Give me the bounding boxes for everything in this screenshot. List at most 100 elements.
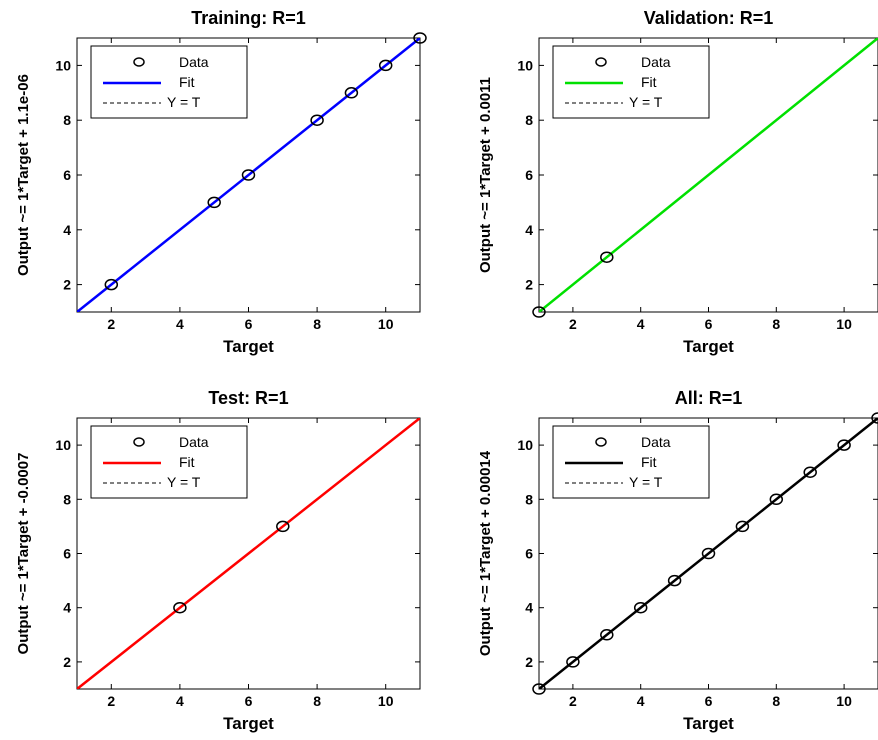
y-axis-label: Output ~= 1*Target + 1.1e-06: [15, 74, 32, 276]
legend: Data Fit Y = T: [552, 45, 710, 119]
y-tick-label: 8: [525, 112, 533, 128]
x-tick-label: 10: [378, 693, 394, 709]
x-tick-label: 10: [378, 316, 394, 332]
y-tick-label: 2: [63, 654, 71, 670]
legend-marker-data: [133, 437, 145, 447]
y-tick-label: 2: [525, 654, 533, 670]
legend-label-data: Data: [179, 54, 209, 70]
x-tick-label: 4: [637, 693, 645, 709]
data-point: [667, 574, 682, 587]
y-tick-label: 6: [63, 167, 71, 183]
legend-label-data: Data: [641, 434, 671, 450]
legend-marker-data: [595, 57, 607, 67]
legend-label-identity: Y = T: [629, 474, 663, 490]
data-point: [378, 59, 393, 72]
legend-label-fit: Fit: [179, 74, 195, 90]
x-tick-label: 2: [569, 693, 577, 709]
y-tick-label: 8: [63, 491, 71, 507]
y-tick-label: 4: [63, 222, 71, 238]
data-point: [310, 114, 324, 126]
data-point: [735, 520, 750, 533]
chart-title: Validation: R=1: [644, 8, 774, 28]
x-tick-label: 4: [637, 316, 645, 332]
y-tick-label: 10: [517, 437, 533, 453]
x-tick-label: 6: [705, 693, 713, 709]
chart-title: Test: R=1: [208, 388, 288, 408]
y-axis-label: Output ~= 1*Target + 0.0011: [477, 77, 494, 273]
y-tick-label: 2: [525, 277, 533, 293]
x-tick-label: 8: [772, 693, 780, 709]
data-point: [633, 601, 648, 614]
x-tick-label: 8: [772, 316, 780, 332]
chart-title: All: R=1: [675, 388, 743, 408]
y-tick-label: 8: [63, 112, 71, 128]
y-tick-label: 6: [63, 546, 71, 562]
x-tick-label: 10: [836, 316, 852, 332]
x-tick-label: 2: [107, 693, 115, 709]
x-axis-label: Target: [683, 714, 734, 733]
data-point: [600, 629, 614, 641]
legend-label-identity: Y = T: [629, 94, 663, 110]
y-tick-label: 10: [517, 57, 533, 73]
chart-title: Training: R=1: [191, 8, 306, 28]
x-tick-label: 6: [245, 693, 253, 709]
data-point: [600, 251, 614, 263]
data-point: [241, 169, 256, 181]
data-point: [413, 32, 427, 44]
x-tick-label: 4: [176, 693, 184, 709]
y-tick-label: 4: [63, 600, 71, 616]
legend-label-identity: Y = T: [167, 94, 201, 110]
x-tick-label: 2: [107, 316, 115, 332]
data-point: [276, 520, 290, 533]
x-axis-label: Target: [223, 714, 274, 733]
y-tick-label: 4: [525, 600, 533, 616]
legend-label-data: Data: [641, 54, 671, 70]
x-tick-label: 8: [313, 693, 321, 709]
chart-panel-3: 2 4 6 8 10 2 4 6 8 10 Test: R=1 Target Output ~= 1*T…: [15, 388, 421, 733]
y-tick-label: 8: [525, 491, 533, 507]
fit-line: [539, 38, 878, 312]
data-point: [769, 493, 784, 506]
legend-label-fit: Fit: [641, 74, 657, 90]
x-axis-label: Target: [223, 337, 274, 356]
chart-panel-1: 2 4 6 8 10 2 4 6 8 10 Training: R=1 Target Output ~=…: [15, 8, 427, 356]
legend-label-identity: Y = T: [167, 474, 201, 490]
y-tick-label: 10: [55, 437, 71, 453]
x-axis-label: Target: [683, 337, 734, 356]
data-point: [173, 601, 187, 614]
y-tick-label: 10: [55, 57, 71, 73]
y-tick-label: 6: [525, 167, 533, 183]
legend-marker-data: [595, 437, 607, 447]
data-point: [803, 466, 817, 478]
fit-line: [77, 38, 420, 312]
x-tick-label: 8: [313, 316, 321, 332]
data-point: [566, 656, 580, 668]
data-point: [532, 306, 546, 318]
x-tick-label: 6: [245, 316, 253, 332]
legend-label-fit: Fit: [179, 454, 195, 470]
y-tick-label: 2: [63, 277, 71, 293]
x-tick-label: 4: [176, 316, 184, 332]
data-point: [207, 196, 221, 209]
legend-marker-data: [133, 57, 145, 67]
data-point: [837, 439, 851, 451]
data-point: [532, 683, 546, 695]
legend: Data Fit Y = T: [90, 425, 248, 499]
legend: Data Fit Y = T: [90, 45, 248, 119]
x-tick-label: 10: [836, 693, 852, 709]
y-axis-label: Output ~= 1*Target + 0.00014: [477, 450, 494, 656]
x-tick-label: 6: [705, 316, 713, 332]
chart-panel-2: 2 4 6 8 10 2 4 6 8 10 Validation: R=1 Target Output …: [477, 8, 878, 356]
y-tick-label: 4: [525, 222, 533, 238]
legend: Data Fit Y = T: [552, 425, 710, 499]
x-tick-label: 2: [569, 316, 577, 332]
data-point: [104, 278, 119, 291]
data-point: [344, 87, 359, 99]
data-point: [871, 412, 878, 424]
y-axis-label: Output ~= 1*Target + -0.0007: [15, 453, 32, 655]
fit-line: [77, 418, 420, 689]
y-tick-label: 6: [525, 546, 533, 562]
legend-label-fit: Fit: [641, 454, 657, 470]
data-point: [701, 547, 716, 560]
